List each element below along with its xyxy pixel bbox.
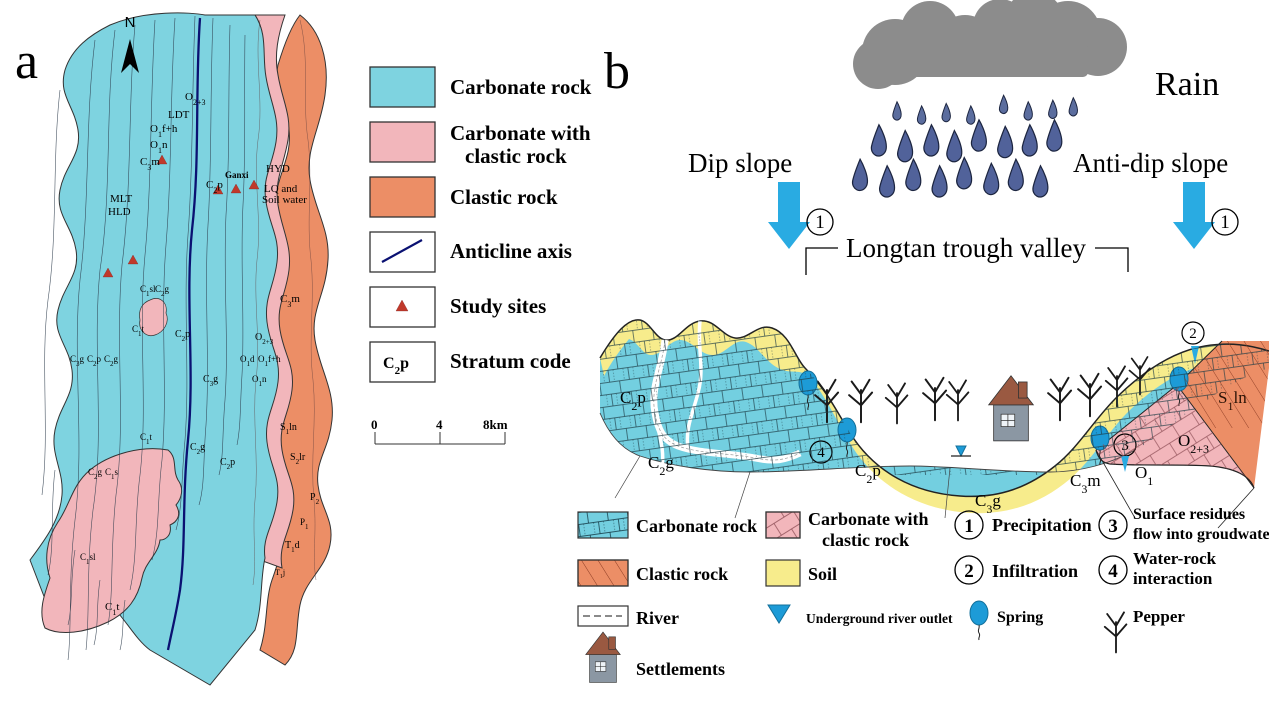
svg-text:Surface residues: Surface residues bbox=[1133, 506, 1245, 523]
svg-text:Anti-dip slope: Anti-dip slope bbox=[1073, 148, 1228, 178]
svg-text:Underground river outlet: Underground river outlet bbox=[806, 611, 953, 626]
svg-text:2: 2 bbox=[1189, 326, 1197, 342]
svg-text:Clastic rock: Clastic rock bbox=[636, 564, 728, 584]
svg-text:HLD: HLD bbox=[108, 206, 131, 218]
svg-text:Pepper: Pepper bbox=[1133, 607, 1185, 626]
svg-text:4: 4 bbox=[436, 417, 443, 432]
svg-text:Rain: Rain bbox=[1155, 66, 1219, 103]
svg-text:Stratum code: Stratum code bbox=[450, 349, 571, 373]
svg-text:Carbonate rock: Carbonate rock bbox=[636, 516, 757, 536]
svg-text:Carbonate with: Carbonate with bbox=[808, 509, 929, 529]
svg-text:Infiltration: Infiltration bbox=[992, 561, 1078, 581]
svg-text:Soil: Soil bbox=[808, 564, 837, 584]
svg-text:flow into groudwater: flow into groudwater bbox=[1133, 526, 1269, 543]
svg-text:River: River bbox=[636, 608, 679, 628]
svg-text:3: 3 bbox=[1108, 516, 1118, 537]
svg-text:Carbonate with: Carbonate with bbox=[450, 121, 591, 145]
svg-text:LDT: LDT bbox=[168, 109, 190, 121]
svg-text:clastic rock: clastic rock bbox=[822, 530, 909, 550]
svg-text:HYD: HYD bbox=[266, 163, 290, 175]
svg-text:b: b bbox=[604, 43, 630, 100]
svg-text:Water-rock: Water-rock bbox=[1133, 549, 1217, 568]
svg-text:Clastic rock: Clastic rock bbox=[450, 185, 558, 209]
svg-text:Soil water: Soil water bbox=[262, 194, 307, 206]
svg-text:MLT: MLT bbox=[110, 193, 132, 205]
svg-text:Settlements: Settlements bbox=[636, 659, 725, 679]
svg-text:N: N bbox=[125, 14, 136, 31]
svg-text:Ganxi: Ganxi bbox=[225, 170, 249, 180]
svg-text:0: 0 bbox=[371, 417, 378, 432]
svg-text:8km: 8km bbox=[483, 417, 508, 432]
svg-text:a: a bbox=[15, 33, 38, 90]
svg-text:1: 1 bbox=[815, 212, 825, 233]
svg-text:interaction: interaction bbox=[1133, 569, 1213, 588]
svg-text:Study sites: Study sites bbox=[450, 294, 546, 318]
svg-text:Dip slope: Dip slope bbox=[688, 148, 792, 178]
svg-text:Spring: Spring bbox=[997, 609, 1043, 626]
svg-text:Carbonate rock: Carbonate rock bbox=[450, 75, 592, 99]
svg-text:Precipitation: Precipitation bbox=[992, 515, 1092, 535]
svg-text:2: 2 bbox=[964, 561, 974, 582]
svg-text:1: 1 bbox=[1220, 212, 1230, 233]
svg-text:Anticline axis: Anticline axis bbox=[450, 239, 572, 263]
svg-text:1: 1 bbox=[964, 516, 974, 537]
svg-text:4: 4 bbox=[1108, 561, 1118, 582]
svg-text:clastic rock: clastic rock bbox=[465, 144, 567, 168]
svg-text:Longtan trough valley: Longtan trough valley bbox=[846, 233, 1086, 263]
